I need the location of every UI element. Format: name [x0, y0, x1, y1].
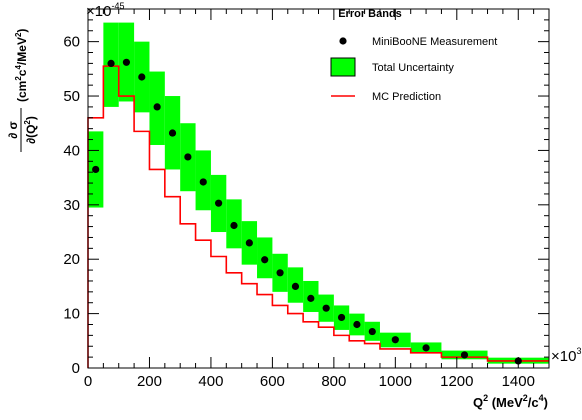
axes: 0 200 400 600 800 1000 1200 1400 0 10 20 30 40 50 60: [63, 8, 550, 390]
measurement-point-6: [184, 153, 192, 161]
mc-prediction-path: [87, 65, 549, 368]
y-axis-title: ∂ σ ∂(Q2) (cm2c4/MeV2): [6, 29, 38, 152]
measurement-point-9: [230, 221, 238, 230]
measurement-point-17: [353, 320, 361, 329]
legend-marker-measurement: [339, 37, 347, 45]
measurement-point-0: [92, 165, 100, 174]
legend-label-measurement: MiniBooNE Measurement: [372, 36, 497, 48]
measurement-point-8: [215, 199, 223, 207]
measurement-points: [92, 58, 522, 365]
uncertainty-bands: [88, 22, 549, 364]
measurement-point-1: [107, 59, 115, 67]
y-tick-label-5: 50: [63, 88, 80, 105]
legend: Error Bands MiniBooNE Measurement Total …: [330, 8, 497, 103]
measurement-point-21: [460, 351, 469, 359]
legend-label-uncertainty: Total Uncertainty: [372, 62, 454, 74]
legend-swatch-uncertainty: [330, 57, 356, 77]
y-tick-label-0: 0: [72, 360, 80, 377]
x-tick-label-2: 400: [198, 373, 223, 390]
legend-title: Error Bands: [338, 8, 402, 20]
y-axis-fraction-numerator: ∂ σ: [6, 121, 20, 138]
x-tick-label-4: 800: [321, 373, 346, 390]
x-tick-label-6: 1200: [440, 373, 473, 390]
measurement-point-4: [153, 103, 161, 111]
measurement-point-20: [422, 344, 430, 352]
x-tick-label-3: 600: [260, 373, 285, 390]
x-exponent-label: ×103: [551, 346, 581, 365]
y-tick-label-3: 30: [63, 197, 80, 214]
y-exponent-label: ×10-45: [86, 1, 124, 20]
y-axis-fraction-denominator: ∂(Q2): [23, 116, 38, 144]
measurement-point-11: [261, 256, 269, 264]
y-tick-label-2: 20: [63, 251, 80, 268]
measurement-point-5: [168, 129, 177, 137]
legend-label-mc: MC Prediction: [372, 91, 441, 103]
y-axis-unit: (cm2c4/MeV2): [14, 29, 29, 102]
measurement-point-15: [322, 304, 330, 312]
measurement-point-12: [276, 269, 284, 277]
measurement-point-18: [368, 327, 376, 336]
mc-prediction-line: [87, 65, 549, 368]
x-axis-title: Q2 (MeV2/c4): [473, 393, 548, 410]
measurement-point-10: [245, 239, 253, 247]
x-tick-label-5: 1000: [379, 373, 412, 390]
y-tick-label-1: 10: [63, 306, 80, 323]
measurement-point-14: [307, 294, 315, 302]
measurement-point-7: [199, 178, 207, 186]
measurement-point-13: [291, 282, 300, 291]
measurement-point-19: [391, 336, 399, 344]
measurement-point-2: [122, 58, 131, 66]
x-tick-label-0: 0: [84, 373, 92, 390]
x-tick-label-1: 200: [137, 373, 162, 390]
x-tick-label-7: 1400: [502, 373, 535, 390]
measurement-point-3: [138, 73, 146, 81]
y-tick-label-6: 60: [63, 34, 80, 51]
measurement-point-16: [337, 313, 346, 322]
y-tick-label-4: 40: [63, 142, 80, 159]
